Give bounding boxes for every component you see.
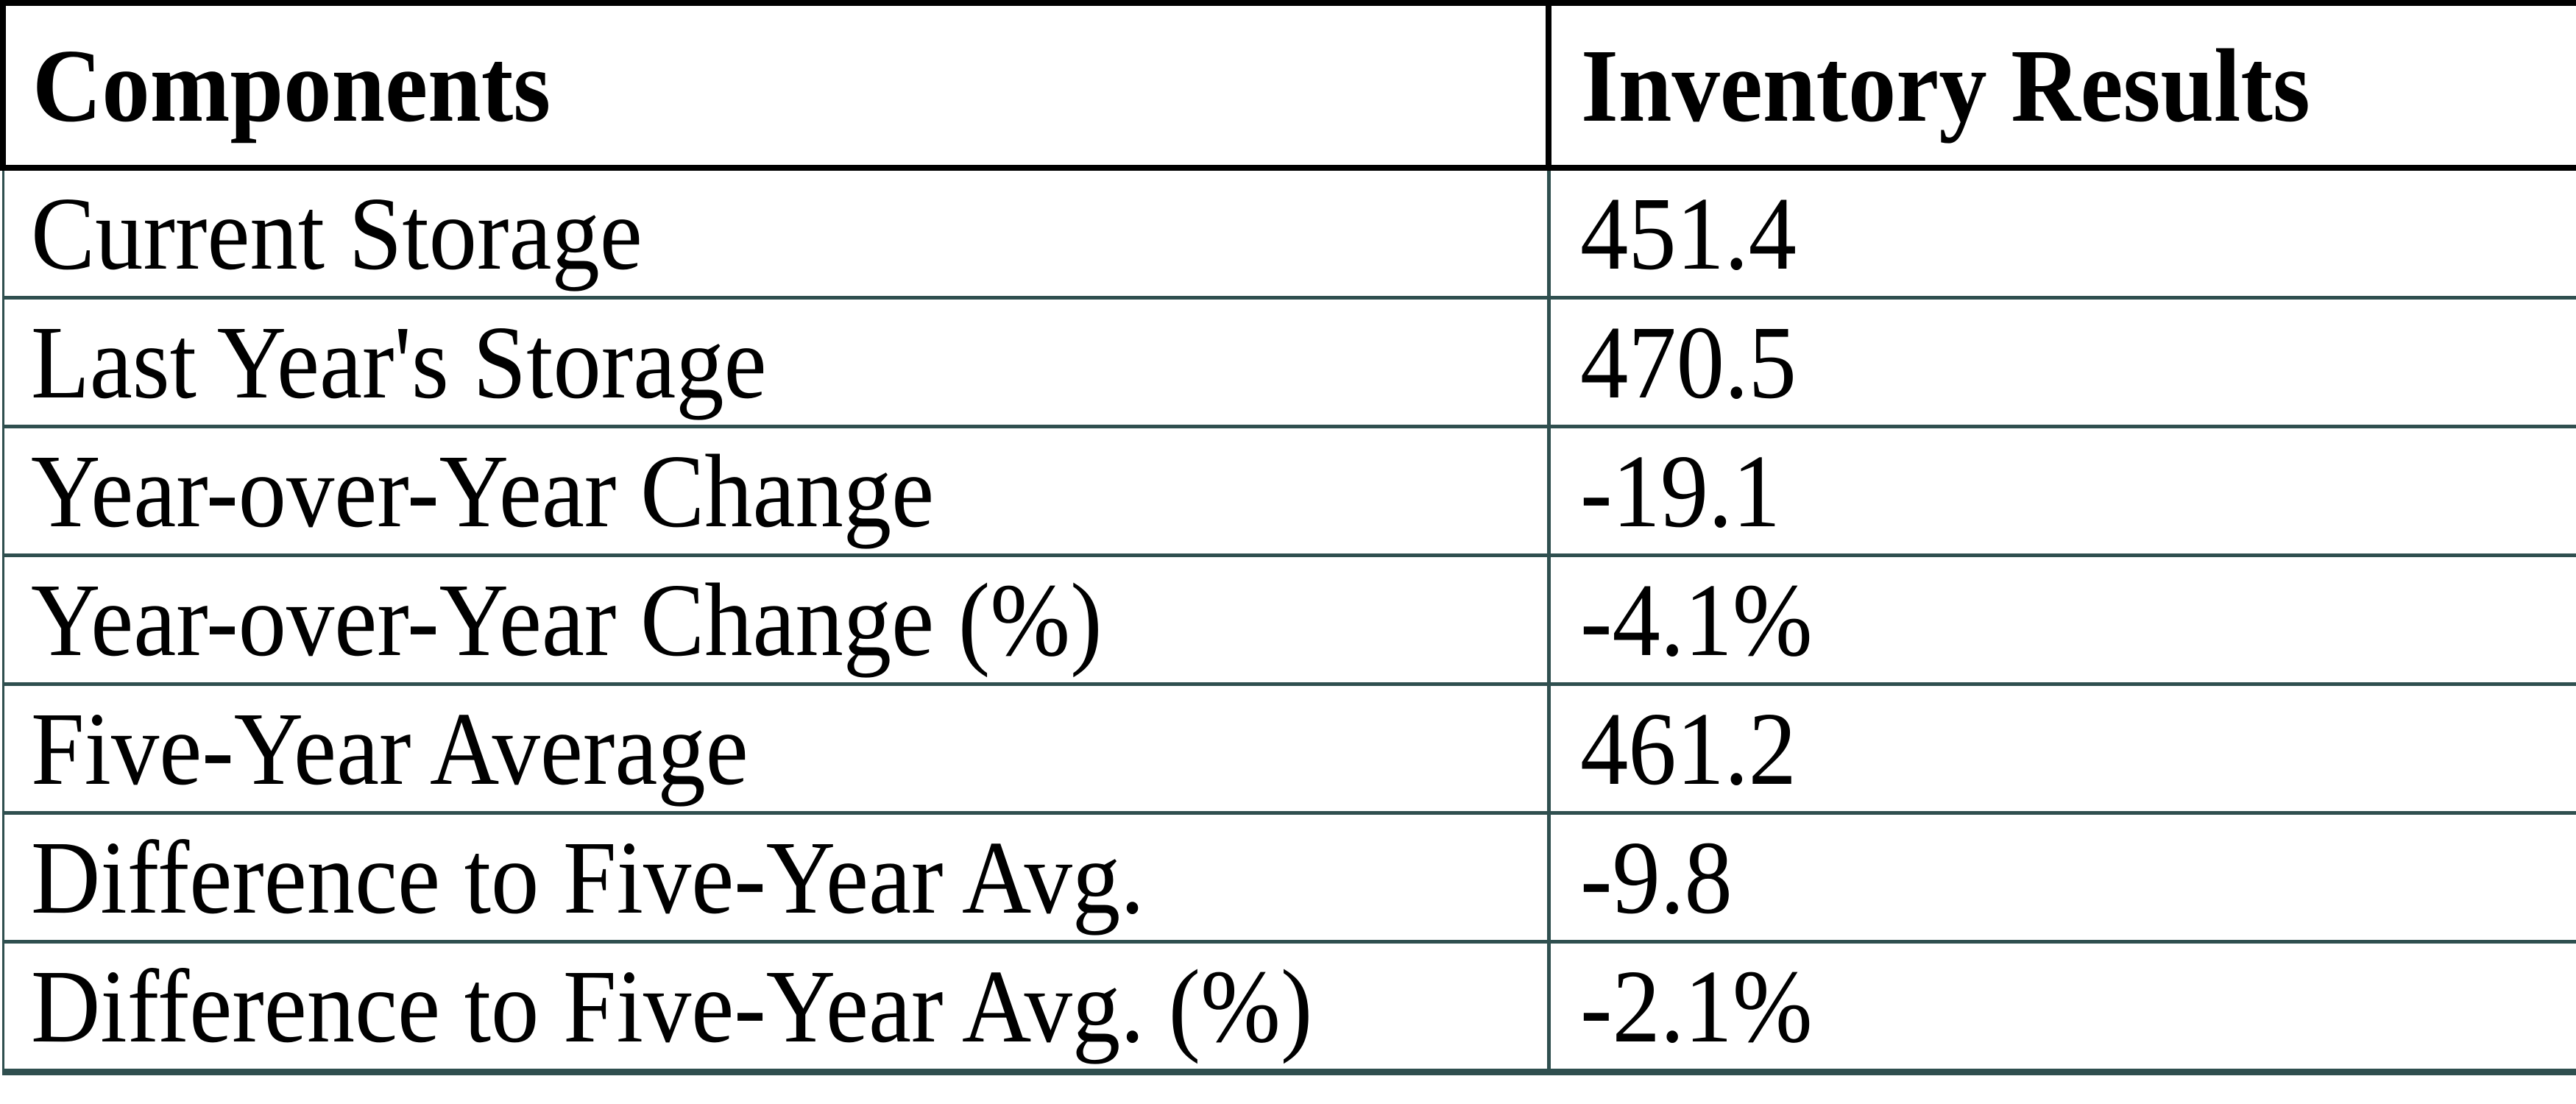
- inventory-result-cell: 470.5: [1546, 296, 2576, 428]
- column-header-components: Components: [0, 0, 1551, 171]
- inventory-results-table: Components Inventory Results Current Sto…: [0, 0, 2576, 1075]
- table-row: Five-Year Average 461.2: [1, 682, 2576, 815]
- component-label: Difference to Five-Year Avg.: [30, 819, 1144, 935]
- inventory-result-cell: 451.4: [1546, 166, 2576, 300]
- component-cell: Year-over-Year Change (%): [1, 553, 1551, 686]
- table-row: Year-over-Year Change (%) -4.1%: [1, 553, 2576, 686]
- component-cell: Last Year's Storage: [1, 296, 1551, 428]
- inventory-result-value: 470.5: [1579, 304, 1797, 420]
- inventory-result-cell: -19.1: [1546, 425, 2576, 557]
- inventory-result-value: -9.8: [1579, 819, 1733, 935]
- inventory-result-cell: -4.1%: [1546, 553, 2576, 686]
- component-cell: Difference to Five-Year Avg. (%): [1, 940, 1551, 1075]
- column-header-inventory-results-label: Inventory Results: [1581, 27, 2310, 144]
- inventory-result-cell: -2.1%: [1546, 940, 2576, 1075]
- inventory-result-cell: -9.8: [1546, 811, 2576, 944]
- table-row: Last Year's Storage 470.5: [1, 296, 2576, 428]
- component-label: Year-over-Year Change (%): [30, 562, 1103, 678]
- component-label: Year-over-Year Change: [30, 433, 934, 549]
- component-cell: Difference to Five-Year Avg.: [1, 811, 1551, 944]
- table-row: Year-over-Year Change -19.1: [1, 425, 2576, 557]
- table-row: Current Storage 451.4: [1, 166, 2576, 300]
- component-label: Last Year's Storage: [30, 304, 767, 420]
- component-cell: Five-Year Average: [1, 682, 1551, 815]
- inventory-result-value: 461.2: [1579, 690, 1797, 807]
- component-label: Difference to Five-Year Avg. (%): [30, 948, 1312, 1064]
- table-row: Difference to Five-Year Avg. -9.8: [1, 811, 2576, 944]
- inventory-result-value: -19.1: [1579, 433, 1780, 549]
- column-header-components-label: Components: [32, 27, 551, 144]
- component-label: Five-Year Average: [30, 690, 749, 807]
- inventory-result-value: 451.4: [1579, 175, 1797, 291]
- component-label: Current Storage: [30, 175, 643, 291]
- table-row: Difference to Five-Year Avg. (%) -2.1%: [1, 940, 2576, 1075]
- inventory-result-value: -2.1%: [1579, 948, 1813, 1064]
- column-header-inventory-results: Inventory Results: [1546, 0, 2576, 171]
- inventory-result-value: -4.1%: [1579, 562, 1813, 678]
- component-cell: Current Storage: [1, 166, 1551, 300]
- inventory-result-cell: 461.2: [1546, 682, 2576, 815]
- header-row: Components Inventory Results: [0, 0, 2576, 171]
- component-cell: Year-over-Year Change: [1, 425, 1551, 557]
